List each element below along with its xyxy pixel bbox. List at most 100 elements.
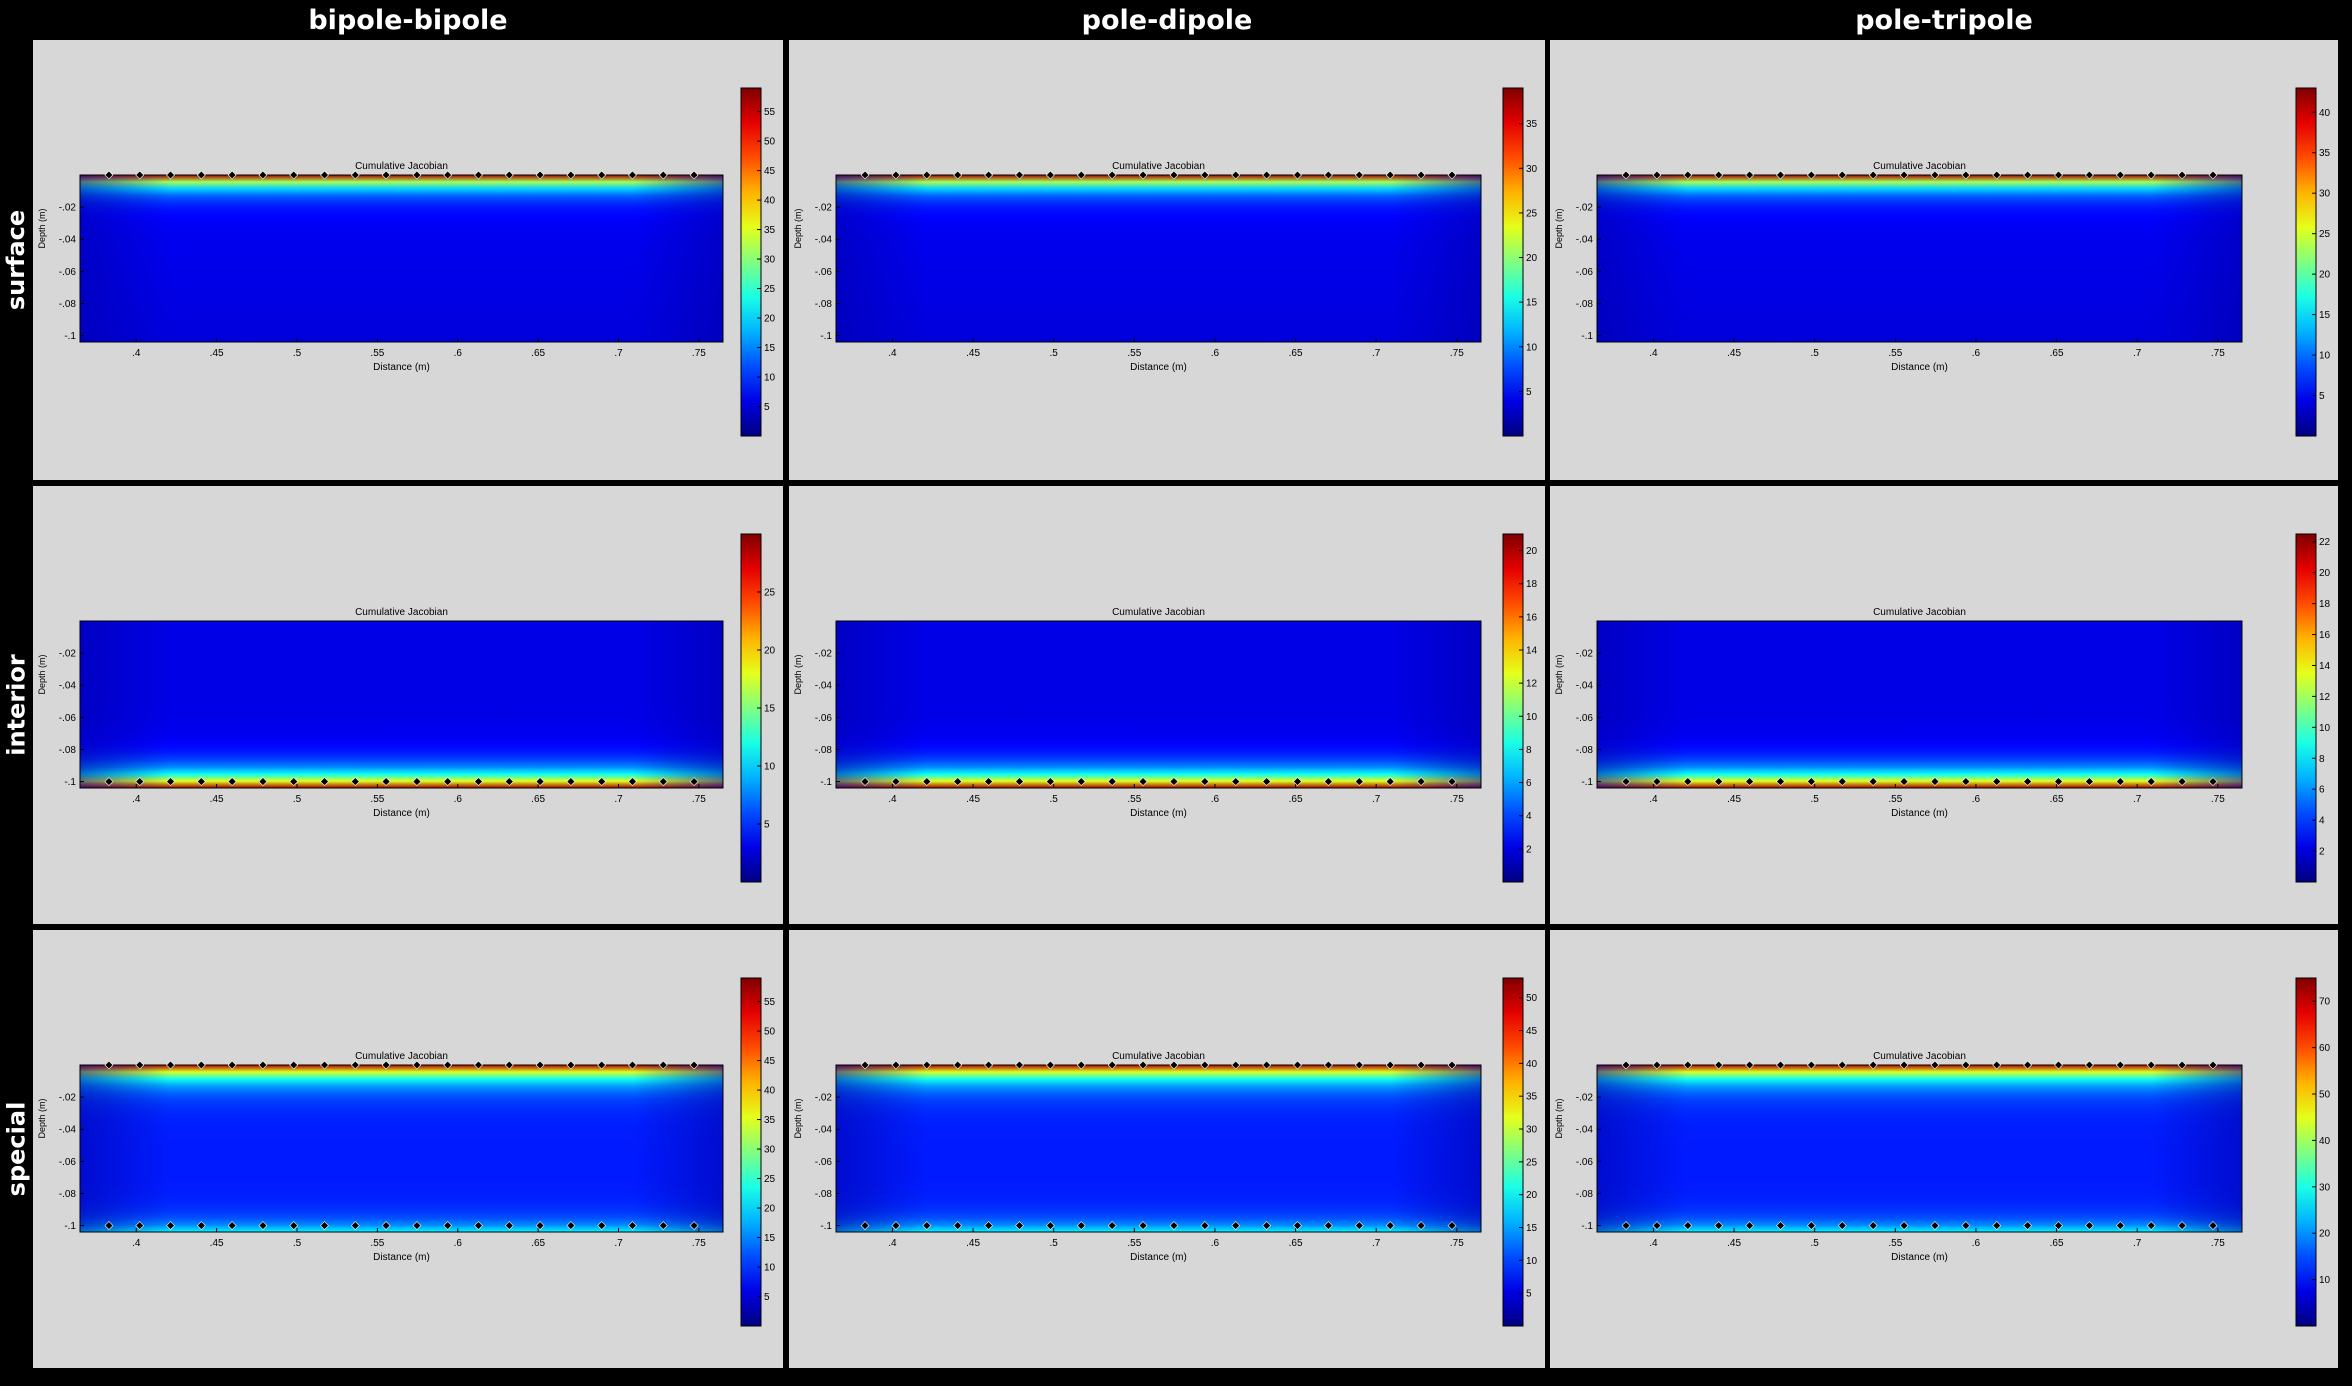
electrode-marker xyxy=(104,777,114,787)
electrode-marker xyxy=(1293,1060,1302,1070)
x-tick-label: .75 xyxy=(2211,348,2225,359)
chart-title: Cumulative Jacobian xyxy=(1873,161,1966,172)
electrode-marker xyxy=(1262,1221,1272,1231)
x-tick-label: .4 xyxy=(132,348,141,359)
electrode-marker xyxy=(984,777,994,787)
x-tick-label: .65 xyxy=(1289,794,1303,805)
x-tick-label: .75 xyxy=(692,1238,706,1249)
electrode-marker xyxy=(196,1060,206,1070)
electrode-marker xyxy=(1200,1221,1210,1231)
electrode-marker xyxy=(412,1060,422,1070)
electrode-marker xyxy=(689,1060,699,1070)
electrode-marker xyxy=(566,777,576,787)
y-tick-label: -.08 xyxy=(815,299,833,310)
y-tick-label: -.04 xyxy=(59,1125,77,1136)
y-tick-label: -.06 xyxy=(815,1157,833,1168)
electrode-marker xyxy=(258,1221,268,1231)
x-tick-label: .7 xyxy=(1372,794,1381,805)
y-tick-label: -.06 xyxy=(815,267,833,278)
y-tick-label: -.04 xyxy=(59,235,77,246)
colorbar-tick-label: 5 xyxy=(764,402,770,413)
colorbar-tick-label: 40 xyxy=(2319,1136,2331,1147)
x-tick-label: .7 xyxy=(2133,348,2142,359)
electrode-marker xyxy=(350,1221,360,1231)
y-tick-label: -.02 xyxy=(1576,649,1594,660)
electrode-marker xyxy=(1015,170,1024,180)
electrode-marker xyxy=(289,777,299,787)
electrode-marker xyxy=(289,1221,299,1231)
electrode-marker xyxy=(1806,777,1816,787)
column-title-pole-dipole: pole-dipole xyxy=(1081,5,1253,36)
electrode-marker xyxy=(1107,777,1117,787)
electrode-marker xyxy=(1354,170,1364,180)
electrode-marker xyxy=(1416,1060,1426,1070)
plot-frame xyxy=(79,620,724,789)
electrode-marker xyxy=(1076,1221,1086,1231)
electrode-marker xyxy=(2177,777,2187,787)
colorbar-tick-label: 6 xyxy=(1526,778,1532,789)
electrode-marker xyxy=(689,1221,699,1231)
column-title-bipole-bipole: bipole-bipole xyxy=(308,5,508,36)
electrode-marker xyxy=(2115,1221,2125,1231)
x-axis-label: Distance (m) xyxy=(1891,1252,1948,1263)
heatmap-svg: Cumulative Jacobian -.02 -.04 -.06 -.08 -.1 .4… xyxy=(793,87,1538,437)
electrode-marker xyxy=(135,170,145,180)
electrode-marker xyxy=(2208,777,2218,787)
y-tick-label: -.08 xyxy=(59,745,77,756)
x-tick-label: .75 xyxy=(692,348,706,359)
electrode-marker xyxy=(1262,1060,1272,1070)
electrode-marker xyxy=(1652,1221,1662,1231)
row-title-surface-text: surface xyxy=(2,209,31,311)
electrode-marker xyxy=(258,777,268,787)
row-title-interior: interior xyxy=(0,486,33,924)
electrode-marker xyxy=(922,1060,932,1070)
colorbar-tick-label: 14 xyxy=(1526,646,1538,657)
y-tick-label: -.06 xyxy=(1576,267,1594,278)
y-tick-label: -.1 xyxy=(64,777,76,788)
x-tick-label: .5 xyxy=(293,348,302,359)
heatmap-edge-shade xyxy=(1597,175,2242,342)
y-axis-label: Depth (m) xyxy=(37,1098,47,1138)
electrode-marker xyxy=(1076,777,1086,787)
x-tick-label: .55 xyxy=(370,348,384,359)
electrode-marker xyxy=(1416,170,1426,180)
colorbar-tick-label: 25 xyxy=(2319,229,2331,240)
electrode-marker xyxy=(504,1221,514,1231)
electrode-marker xyxy=(1076,1060,1086,1070)
electrode-marker xyxy=(1416,777,1426,787)
x-tick-label: .7 xyxy=(1372,348,1381,359)
electrode-marker xyxy=(1107,1221,1117,1231)
colorbar-tick-label: 15 xyxy=(764,1233,776,1244)
colorbar-tick-label: 15 xyxy=(1526,1223,1538,1234)
colorbar-tick-label: 30 xyxy=(1526,164,1538,175)
colorbar-tick-label: 16 xyxy=(2319,630,2331,641)
electrode-marker xyxy=(1293,170,1302,180)
colorbar-tick-label: 45 xyxy=(764,1056,776,1067)
colorbar-tick-label: 45 xyxy=(764,166,776,177)
electrode-marker xyxy=(2023,1060,2033,1070)
electrode-marker xyxy=(1683,1221,1693,1231)
electrode-marker xyxy=(504,777,514,787)
colorbar-tick-label: 50 xyxy=(764,1027,776,1038)
y-tick-label: -.08 xyxy=(1576,1189,1594,1200)
electrode-marker xyxy=(1045,1060,1055,1070)
electrode-marker xyxy=(350,170,360,180)
electrode-marker xyxy=(1447,1060,1457,1070)
plot-frame xyxy=(79,174,724,343)
electrode-marker xyxy=(2177,170,2187,180)
electrode-marker xyxy=(1652,1060,1662,1070)
electrode-marker xyxy=(1961,1060,1971,1070)
electrode-marker xyxy=(1169,1060,1179,1070)
x-axis-label: Distance (m) xyxy=(1891,362,1948,373)
electrode-marker xyxy=(1806,170,1816,180)
x-tick-label: .7 xyxy=(1372,1238,1381,1249)
electrode-marker xyxy=(1231,777,1241,787)
electrode-marker xyxy=(628,170,637,180)
x-tick-label: .45 xyxy=(966,794,980,805)
electrode-marker xyxy=(1293,1221,1302,1231)
x-axis-label: Distance (m) xyxy=(1130,362,1187,373)
electrode-marker xyxy=(1447,170,1457,180)
electrode-marker xyxy=(1899,777,1909,787)
x-tick-label: .55 xyxy=(1888,1238,1902,1249)
heatmap-edge-shade xyxy=(1597,621,2242,788)
